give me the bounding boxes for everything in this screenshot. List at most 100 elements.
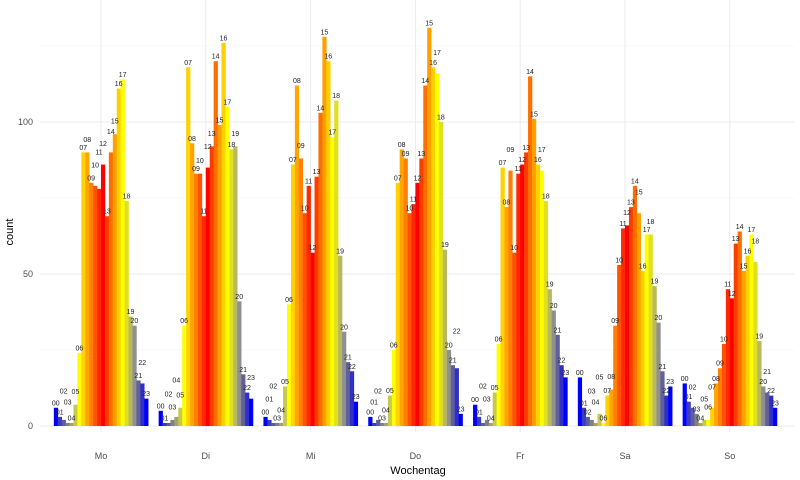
bar-Do-01 <box>372 422 377 426</box>
x-tick-label: Fr <box>516 451 525 461</box>
bar-Di-05 <box>178 407 183 426</box>
bar-label: 14 <box>631 178 639 185</box>
bar-So-10 <box>721 343 727 426</box>
bar-Do-22 <box>454 368 459 426</box>
bar-Di-07 <box>186 67 191 426</box>
bar-Di-08 <box>190 143 195 426</box>
bar-Sa-06 <box>601 422 606 426</box>
bar-Di-22 <box>245 392 250 426</box>
bar-Mi-12 <box>310 252 315 426</box>
bar-label: 09 <box>506 147 514 154</box>
bar-Fr-21 <box>555 334 560 426</box>
bar-label: 21 <box>134 373 142 380</box>
bar-label: 03 <box>483 396 491 403</box>
bar-So-16 <box>745 255 750 426</box>
x-tick-label: Do <box>410 451 422 461</box>
bar-Di-06 <box>182 325 187 426</box>
bar-label: 05 <box>176 392 184 399</box>
bar-label: 17 <box>328 130 336 137</box>
bar-label: 01 <box>56 409 64 416</box>
bar-Mi-16 <box>326 61 331 426</box>
bar-label: 12 <box>99 141 107 148</box>
y-axis-ticks: 0 50 100 <box>18 117 33 431</box>
bar-Do-05 <box>387 395 393 426</box>
bar-label: 11 <box>200 209 207 216</box>
bar-label: 23 <box>771 400 779 407</box>
bar-label: 16 <box>115 81 123 88</box>
bar-Sa-09 <box>613 325 618 426</box>
bar-label: 04 <box>592 399 600 406</box>
x-tick-label: Mi <box>306 451 316 461</box>
bar-label: 18 <box>542 194 550 201</box>
bar-Mo-23 <box>144 398 149 426</box>
bar-label: 00 <box>52 400 60 407</box>
bar-Di-21 <box>241 374 246 426</box>
y-tick-label: 50 <box>23 269 33 279</box>
bar-Sa-05 <box>597 413 602 426</box>
bar-label: 23 <box>352 394 360 401</box>
bar-label: 20 <box>131 318 139 325</box>
bar-Mi-09 <box>298 158 304 427</box>
bar-label: 21 <box>763 369 771 376</box>
bar-Mo-08 <box>85 152 90 426</box>
bar-label: 16 <box>429 60 437 67</box>
bar-Mo-12 <box>101 164 106 426</box>
bar-Mo-20 <box>132 325 137 426</box>
bar-Do-16 <box>431 67 436 426</box>
bar-Do-14 <box>423 85 428 427</box>
bar-label: 22 <box>348 364 356 371</box>
bars <box>53 27 778 427</box>
bar-label: 21 <box>344 355 352 362</box>
bar-Sa-15 <box>636 213 642 426</box>
bar-label: 14 <box>107 129 115 136</box>
bar-label: 03 <box>168 404 176 411</box>
bar-So-03 <box>694 413 699 426</box>
bar-label: 04 <box>696 415 704 422</box>
bar-Mi-20 <box>342 331 347 426</box>
bar-label: 03 <box>378 415 386 422</box>
bar-label: 09 <box>297 143 305 150</box>
bar-Fr-23 <box>563 377 568 426</box>
bar-Fr-04 <box>488 422 493 426</box>
bar-Fr-05 <box>492 392 497 426</box>
bar-label: 06 <box>495 336 503 343</box>
bar-label: 15 <box>111 119 119 126</box>
bar-Di-15 <box>217 125 222 426</box>
bar-label: 01 <box>475 409 483 416</box>
bar-label: 11 <box>724 282 731 289</box>
bar-label: 08 <box>188 136 196 143</box>
bar-Sa-03 <box>589 419 594 426</box>
bar-Do-10 <box>407 213 412 426</box>
bar-So-08 <box>714 383 719 426</box>
bar-label: 21 <box>449 358 457 365</box>
bar-label: 14 <box>736 224 744 231</box>
bar-Mi-21 <box>345 362 351 426</box>
bar-label: 08 <box>503 200 511 207</box>
bar-So-13 <box>733 243 738 426</box>
bar-label: 13 <box>417 151 425 158</box>
bar-Do-07 <box>395 182 400 426</box>
bar-label: 16 <box>534 157 542 164</box>
x-tick-label: Mo <box>95 451 108 461</box>
bar-So-11 <box>725 289 731 426</box>
bar-label: 18 <box>647 219 655 226</box>
bar-label: 04 <box>68 415 76 422</box>
bar-label: 06 <box>704 404 712 411</box>
bar-label: 09 <box>716 361 724 368</box>
bar-Di-01 <box>162 422 167 426</box>
bar-Fr-00 <box>473 404 478 426</box>
bar-label: 22 <box>138 360 146 367</box>
bar-Mo-10 <box>93 185 98 426</box>
bar-Mo-15 <box>112 134 118 426</box>
bar-label: 18 <box>332 93 340 100</box>
bar-label: 09 <box>402 151 410 158</box>
bar-So-00 <box>682 383 687 426</box>
bar-So-15 <box>741 270 746 426</box>
bar-label: 15 <box>635 190 643 197</box>
bar-Mi-22 <box>349 371 355 426</box>
bar-So-07 <box>710 407 715 426</box>
bar-label: 17 <box>119 72 127 79</box>
bar-Do-15 <box>427 27 432 426</box>
bar-So-12 <box>729 298 735 426</box>
bar-Mi-05 <box>283 386 288 426</box>
